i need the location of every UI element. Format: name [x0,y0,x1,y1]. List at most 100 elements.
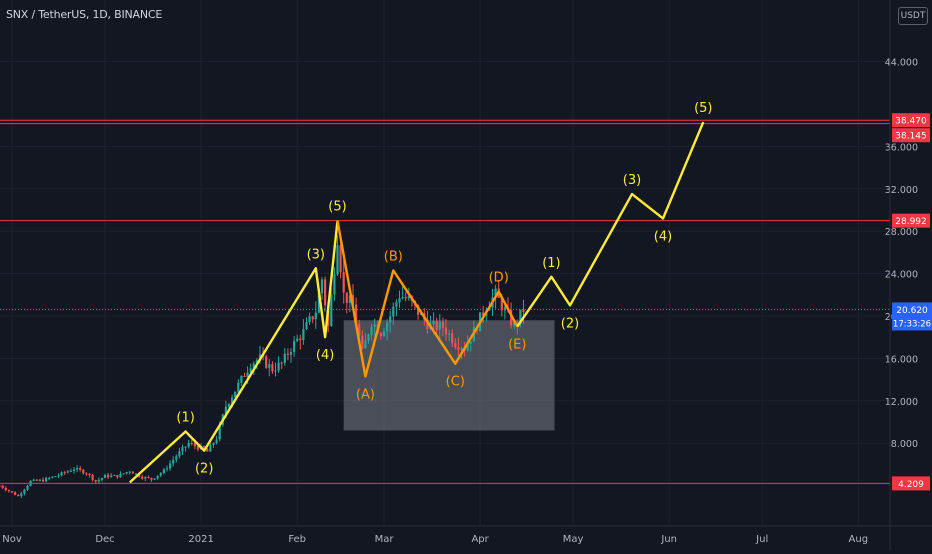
candle-body [240,376,243,383]
candle-body [4,487,7,491]
candle-body [503,307,506,311]
x-tick-label: Jun [660,534,677,545]
candle-body [482,312,485,316]
projection-wave-label: (5) [694,101,712,116]
candle-body [169,463,172,469]
candle-body [175,456,178,460]
candle-body [426,319,429,330]
candle-body [280,362,283,364]
candle-body [494,288,497,298]
candle-body [231,397,234,404]
price-level-tag [892,213,930,228]
correction-wave-label: (B) [384,249,403,264]
candle-body [203,446,206,450]
candle-body [187,442,190,447]
candle-body [206,449,209,452]
candle-body [38,479,41,481]
currency-selector[interactable]: USDT [898,7,928,25]
price-level-tag-label: 38.145 [895,132,927,142]
candle-body [110,475,113,478]
candle-body [100,477,103,480]
candle-body [94,479,97,482]
candle-body [432,320,435,325]
candle-body [97,479,100,482]
price-level-tag [892,113,930,128]
candle-body [184,446,187,448]
candle-body [345,292,348,303]
candle-body [41,479,45,482]
candle-body [60,472,63,476]
candle-body [246,372,249,377]
candle-body [379,333,382,337]
candle-body [395,302,398,307]
candle-body [438,321,441,330]
candle-body [296,338,299,342]
candle-body [460,348,463,350]
candle-body [234,391,237,398]
current-price-label: 20.620 [896,306,928,316]
candle-body [91,474,94,480]
candle-body [196,446,200,450]
y-tick-label: 12.000 [885,397,918,408]
candle-body [293,341,296,352]
candle-body [339,245,342,273]
projection-wave-label: (2) [561,316,579,331]
x-tick-label: Dec [95,534,114,545]
candle-body [255,360,258,364]
projection-wave-line [516,121,705,328]
candle-body [72,469,76,471]
price-level-tag [892,476,930,491]
candle-body [162,469,165,474]
candle-body [249,368,252,373]
candle-body [134,473,138,475]
candle-body [113,475,116,477]
candle-body [330,294,333,326]
wave-annotations: (1) (2) (3) (4) (5) (A) (B) (C) (D) (E) (1) (2) (3) (… [128,101,713,484]
candle-body [35,479,38,481]
candle-body [212,443,215,445]
price-level-tag-label: 28.992 [895,217,927,227]
candle-body [69,470,72,472]
correction-wave-label: (E) [508,338,526,353]
candle-body [48,477,51,479]
candle-body [451,333,454,344]
candle-body [172,459,175,464]
candle-body [156,475,159,479]
candle-body [122,473,125,475]
candle-body [23,489,26,494]
candle-body [367,334,370,341]
candle-body [32,479,35,481]
candle-body [141,476,144,479]
candle-body [190,442,193,444]
candle-body [224,406,227,415]
candle-body [358,323,361,336]
primary-wave-label: (1) [176,411,194,426]
candle-body [181,447,184,452]
candle-body [125,472,128,474]
candle-body [153,478,156,480]
candle-body [178,451,181,457]
candle-body [79,468,82,470]
projection-wave-label: (1) [542,256,560,271]
candle-body [0,485,1,487]
y-tick-label: 36.000 [885,142,918,153]
candle-body [10,491,14,493]
candle-body [382,331,386,337]
candle-body [82,469,85,474]
candle-body [103,474,107,478]
symbol-title: SNX / TetherUS, 1D, BINANCE [6,8,163,21]
candle-body [76,468,79,470]
y-tick-label: 28.000 [885,227,918,238]
candle-body [119,473,122,478]
candle-body [398,298,401,303]
grid [0,0,890,526]
projection-wave-label: (4) [654,229,672,244]
candle-body [386,322,389,332]
candle-body [407,296,410,299]
primary-wave-label: (2) [195,462,213,477]
candle-body [237,382,240,392]
candle-body [26,485,29,490]
candle-body [116,475,119,478]
